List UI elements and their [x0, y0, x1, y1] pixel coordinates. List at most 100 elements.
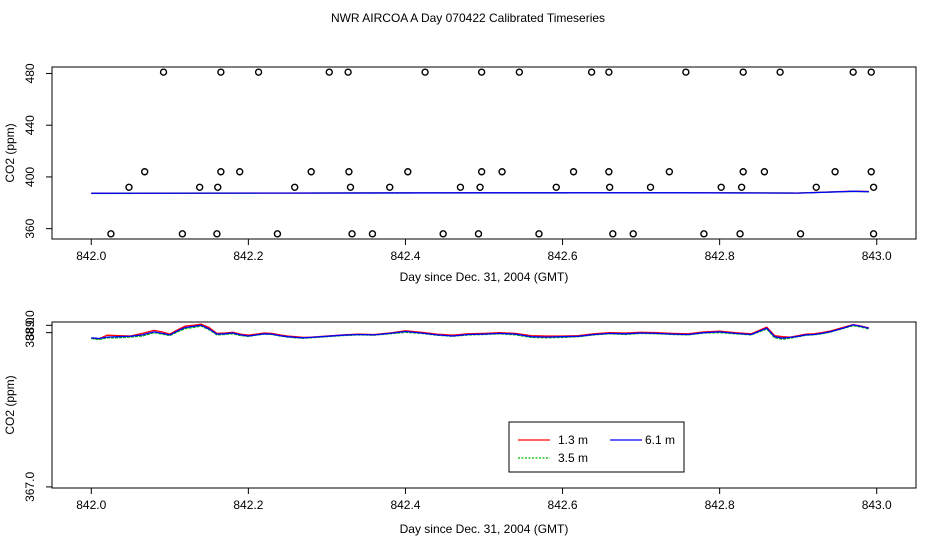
bottom-panel: 842.0 842.2 842.4 842.6 842.8 843.0 367.0 388.… — [3, 310, 917, 536]
data-point — [476, 183, 484, 191]
data-point — [217, 168, 225, 176]
legend-label-3-5m: 3.5 m — [558, 451, 588, 465]
x-tick-label: 842.8 — [705, 249, 735, 263]
top-x-axis: 842.0 842.2 842.4 842.6 842.8 843.0 — [76, 239, 892, 263]
x-tick-label: 842.0 — [76, 498, 106, 512]
x-tick-label: 843.0 — [862, 249, 892, 263]
data-point — [736, 230, 744, 238]
data-point — [831, 168, 839, 176]
bottom-x-axis-label: Day since Dec. 31, 2004 (GMT) — [400, 522, 569, 536]
series-line-0 — [91, 323, 870, 340]
data-point — [273, 230, 282, 238]
x-tick-label: 842.2 — [233, 249, 263, 263]
top-series-group — [91, 190, 869, 195]
data-point — [869, 183, 878, 191]
figure-title: NWR AIRCOA A Day 070422 Calibrated Times… — [331, 11, 605, 25]
data-point — [760, 168, 769, 176]
data-point — [236, 168, 244, 176]
data-point — [368, 230, 377, 238]
data-point — [439, 230, 447, 238]
data-point — [477, 168, 486, 176]
data-point — [605, 183, 614, 191]
x-tick-label: 842.8 — [705, 498, 735, 512]
data-point — [498, 168, 506, 176]
data-point — [737, 183, 746, 191]
data-point — [213, 230, 221, 238]
y-tick-label: 400 — [23, 167, 37, 187]
data-point — [867, 168, 875, 176]
x-tick-label: 842.4 — [390, 498, 420, 512]
data-point — [178, 230, 187, 238]
data-point — [254, 68, 263, 76]
x-tick-label: 843.0 — [862, 498, 892, 512]
data-point — [456, 183, 465, 191]
data-point — [421, 68, 429, 76]
x-tick-label: 842.6 — [548, 498, 578, 512]
data-point — [140, 168, 149, 176]
data-point — [125, 183, 133, 191]
top-y-axis-label: CO2 (ppm) — [3, 123, 17, 182]
data-point — [869, 230, 878, 238]
top-panel: 842.0 842.2 842.4 842.6 842.8 843.0 360 400 440… — [3, 63, 917, 284]
data-point — [717, 183, 725, 191]
data-point — [569, 168, 578, 176]
y-tick-label: 480 — [23, 63, 37, 83]
legend-box — [508, 421, 685, 473]
data-point — [217, 68, 225, 76]
data-point — [739, 168, 747, 176]
data-point — [646, 183, 655, 191]
x-tick-label: 842.0 — [76, 249, 106, 263]
top-y-axis: 360 400 440 480 — [23, 63, 52, 239]
y-tick-label: 440 — [23, 115, 37, 135]
series-line-2 — [91, 324, 870, 340]
data-point — [587, 68, 596, 76]
bottom-y-axis-label: CO2 (ppm) — [3, 375, 17, 434]
y-tick-label: 360 — [23, 218, 37, 238]
data-point — [107, 230, 115, 238]
data-point — [739, 68, 747, 76]
bottom-x-axis: 842.0 842.2 842.4 842.6 842.8 843.0 — [76, 488, 892, 512]
data-point — [552, 183, 560, 191]
data-point — [812, 183, 820, 191]
legend: 1.3 m 3.5 m 6.1 m — [508, 421, 685, 473]
data-point — [682, 68, 690, 76]
y-tick-label: 367.0 — [23, 472, 37, 502]
x-tick-label: 842.4 — [390, 249, 420, 263]
data-point — [344, 68, 352, 76]
data-point — [867, 68, 875, 76]
legend-label-6-1m: 6.1 m — [645, 433, 675, 447]
top-points-group — [107, 68, 878, 238]
data-point — [195, 183, 204, 191]
data-point — [849, 68, 857, 76]
data-point — [214, 183, 222, 191]
data-point — [307, 168, 315, 176]
data-point — [609, 230, 617, 238]
x-tick-label: 842.2 — [233, 498, 263, 512]
data-point — [159, 68, 168, 76]
y-tick-label: 389.0 — [23, 310, 37, 340]
data-point — [477, 68, 486, 76]
series-line-2 — [91, 190, 869, 194]
bottom-plot-frame — [51, 321, 917, 489]
data-point — [291, 183, 299, 191]
data-point — [796, 230, 805, 238]
data-point — [346, 183, 355, 191]
data-point — [605, 168, 613, 176]
top-plot-frame — [51, 66, 917, 240]
data-point — [325, 68, 333, 76]
data-point — [348, 230, 356, 238]
data-point — [404, 168, 412, 176]
x-tick-label: 842.6 — [548, 249, 578, 263]
data-point — [345, 168, 353, 176]
top-x-axis-label: Day since Dec. 31, 2004 (GMT) — [400, 270, 569, 284]
data-point — [665, 168, 674, 176]
data-point — [605, 68, 613, 76]
data-point — [515, 68, 524, 76]
data-point — [535, 230, 543, 238]
data-point — [700, 230, 708, 238]
data-point — [474, 230, 483, 238]
legend-label-1-3m: 1.3 m — [558, 433, 588, 447]
